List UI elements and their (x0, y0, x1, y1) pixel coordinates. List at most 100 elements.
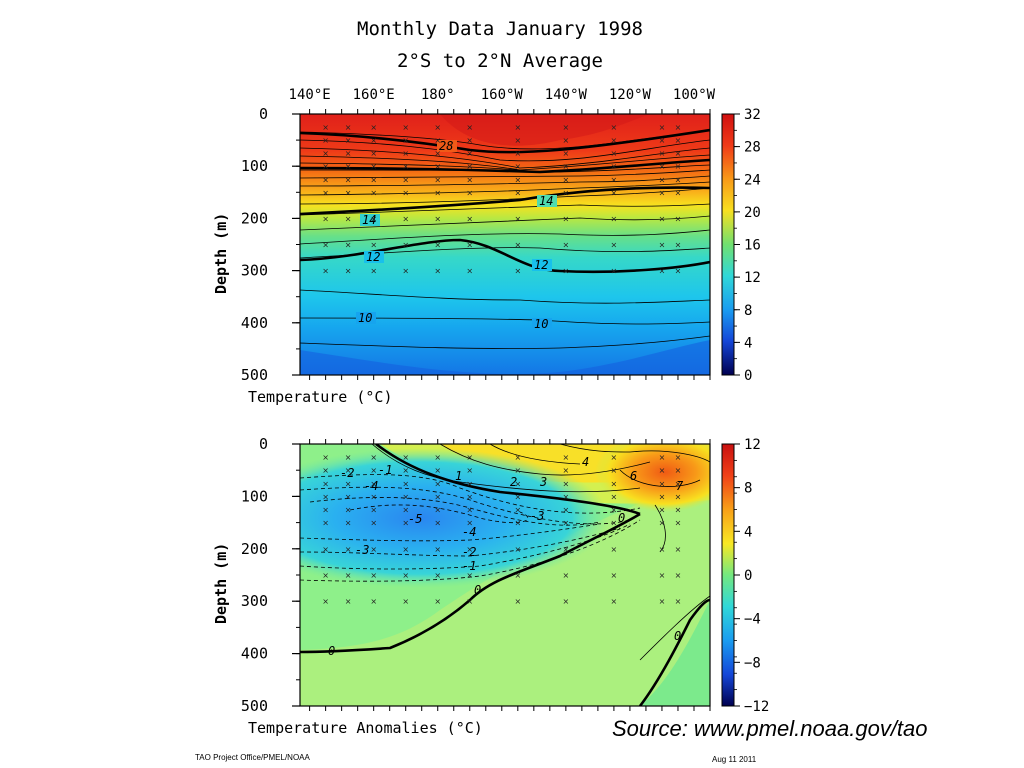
sample-marker: × (345, 267, 352, 276)
bottom-colorbar-ticks: 12 8 4 0 −4 −8 −12 (734, 437, 769, 715)
sample-marker: × (434, 267, 441, 276)
y-tick-label: 300 (241, 262, 268, 280)
sample-marker: × (611, 506, 618, 515)
sample-marker: × (345, 506, 352, 515)
sample-marker: × (466, 466, 473, 475)
x-tick-label: 100°W (673, 87, 716, 103)
sample-marker: × (345, 241, 352, 250)
sample-marker: × (322, 267, 329, 276)
sample-marker: × (514, 149, 521, 158)
x-tick-label: 160°W (481, 87, 524, 103)
x-tick-label: 140°E (289, 87, 331, 103)
sample-marker: × (563, 571, 570, 580)
sample-marker: × (370, 479, 377, 488)
sample-marker: × (659, 123, 666, 132)
sample-marker: × (345, 453, 352, 462)
sample-marker: × (434, 466, 441, 475)
sample-marker: × (322, 466, 329, 475)
sample-marker: × (345, 479, 352, 488)
sample-marker: × (370, 214, 377, 223)
top-axes: 140°E 160°E 180° 160°W 140°W 120°W 100°W 0 100 20… (241, 87, 716, 384)
sample-marker: × (434, 123, 441, 132)
sample-marker: × (434, 241, 441, 250)
top-contours (300, 114, 710, 375)
sample-marker: × (345, 188, 352, 197)
sample-marker: × (675, 214, 682, 223)
sample-marker: × (675, 162, 682, 171)
sample-marker: × (402, 214, 409, 223)
y-tick-label: 200 (241, 540, 268, 558)
colorbar-tick-label: 4 (744, 524, 752, 540)
sample-marker: × (322, 188, 329, 197)
sample-marker: × (514, 466, 521, 475)
sample-marker: × (514, 175, 521, 184)
sample-marker: × (675, 123, 682, 132)
sample-marker: × (611, 519, 618, 528)
sample-marker: × (322, 479, 329, 488)
y-tick-label: 100 (241, 487, 268, 505)
sample-marker: × (402, 492, 409, 501)
sample-marker: × (466, 453, 473, 462)
bottom-zero-right (638, 598, 710, 706)
bottom-contour-label-m3a: -3 (355, 543, 369, 557)
sample-marker: × (322, 136, 329, 145)
sample-marker: × (563, 453, 570, 462)
bottom-cold-anomaly (300, 448, 610, 588)
bottom-contour-label-m2b: -2 (462, 545, 476, 559)
bottom-contours (300, 444, 710, 706)
bottom-xlabel: Temperature Anomalies (°C) (248, 719, 483, 737)
colorbar-tick-label: 24 (744, 172, 761, 188)
sample-marker: × (563, 123, 570, 132)
sample-marker: × (402, 175, 409, 184)
sample-marker: × (345, 136, 352, 145)
bottom-contour-label-m2a: -2 (340, 466, 354, 480)
sample-marker: × (466, 149, 473, 158)
y-tick-label: 0 (259, 435, 268, 453)
sample-marker: × (402, 479, 409, 488)
sample-marker: × (611, 136, 618, 145)
sample-marker: × (402, 571, 409, 580)
sample-marker: × (402, 162, 409, 171)
sample-marker: × (370, 123, 377, 132)
sample-marker: × (370, 188, 377, 197)
sample-marker: × (514, 214, 521, 223)
sample-marker: × (563, 479, 570, 488)
sample-marker: × (563, 466, 570, 475)
top-contour-label-14b: 14 (539, 194, 553, 208)
sample-marker: × (675, 545, 682, 554)
colorbar-tick-label: 28 (744, 140, 761, 156)
sample-marker: × (370, 453, 377, 462)
sample-marker: × (611, 466, 618, 475)
sample-marker: × (370, 506, 377, 515)
top-sample-markers: × × × × × × × × × × × × × × × × × × × × × × × × × × × × × × × × × × × × × × × ×… (322, 123, 681, 276)
sample-marker: × (659, 188, 666, 197)
sample-marker: × (322, 597, 329, 606)
sample-marker: × (466, 267, 473, 276)
bottom-ylabel: Depth (m) (212, 543, 230, 624)
bottom-colorbar (721, 443, 735, 707)
sample-marker: × (659, 571, 666, 580)
sample-marker: × (322, 175, 329, 184)
y-tick-label: 400 (241, 645, 268, 663)
sample-marker: × (659, 267, 666, 276)
y-tick-label: 300 (241, 592, 268, 610)
y-tick-label: 0 (259, 105, 268, 123)
sample-marker: × (345, 149, 352, 158)
colorbar-tick-label: 8 (744, 481, 752, 497)
sample-marker: × (466, 479, 473, 488)
sample-marker: × (345, 175, 352, 184)
sample-marker: × (514, 571, 521, 580)
sample-marker: × (563, 267, 570, 276)
sample-marker: × (322, 123, 329, 132)
sample-marker: × (659, 453, 666, 462)
sample-marker: × (675, 267, 682, 276)
sample-marker: × (514, 545, 521, 554)
sample-marker: × (345, 492, 352, 501)
sample-marker: × (322, 506, 329, 515)
sample-marker: × (466, 597, 473, 606)
sample-marker: × (611, 453, 618, 462)
sample-marker: × (611, 241, 618, 250)
colorbar-tick-label: 12 (744, 270, 761, 286)
sample-marker: × (466, 506, 473, 515)
sample-marker: × (345, 571, 352, 580)
